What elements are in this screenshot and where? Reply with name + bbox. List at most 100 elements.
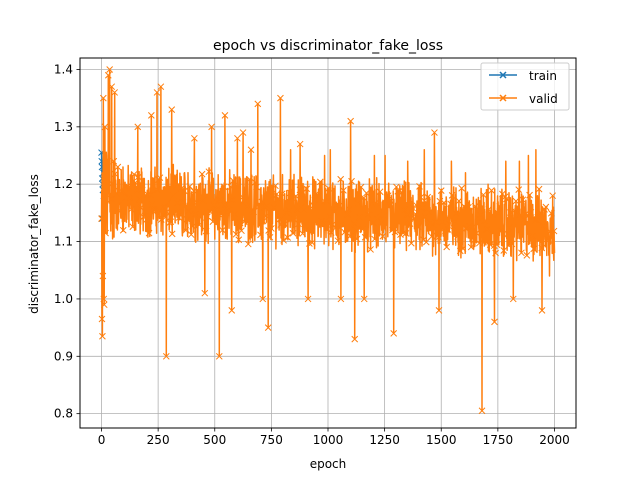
valid-point [168, 106, 176, 113]
valid-point [136, 196, 143, 203]
valid-point [496, 203, 504, 210]
valid-point [157, 83, 165, 91]
valid-point [220, 183, 228, 191]
valid-point [321, 197, 328, 205]
valid-point [148, 201, 156, 209]
x-axis-label: epoch [310, 457, 347, 471]
valid-point [219, 226, 226, 234]
valid-point [545, 236, 552, 244]
valid-point [376, 188, 384, 196]
valid-point [409, 204, 417, 212]
valid-point [301, 199, 309, 207]
valid-point [273, 190, 281, 198]
valid-point [539, 222, 547, 230]
valid-point [99, 332, 106, 340]
valid-point [296, 140, 304, 148]
valid-point [504, 230, 512, 238]
valid-point [99, 94, 107, 102]
valid-point [307, 227, 315, 234]
valid-point [236, 219, 244, 227]
valid-point [330, 208, 338, 216]
valid-point [171, 182, 179, 190]
valid-point [315, 192, 323, 200]
valid-point [132, 179, 139, 186]
valid-point [413, 202, 421, 210]
valid-point [347, 117, 355, 125]
valid-point [488, 187, 495, 194]
y-tick-label: 1.0 [54, 292, 73, 306]
valid-point [360, 295, 368, 303]
valid-point [360, 194, 368, 202]
valid-point [507, 209, 514, 216]
valid-point [304, 295, 312, 303]
valid-point [191, 210, 199, 218]
x-tick-label: 1750 [483, 433, 514, 447]
valid-point [99, 272, 107, 280]
x-tick-label: 1000 [313, 433, 344, 447]
valid-point [350, 220, 358, 228]
valid-point [167, 218, 175, 226]
valid-point [114, 163, 122, 171]
valid-point [129, 223, 137, 231]
valid-point [331, 224, 339, 232]
valid-point [263, 202, 271, 209]
valid-point [183, 215, 191, 223]
valid-point [101, 123, 109, 131]
valid-point [258, 198, 266, 206]
valid-point [473, 229, 480, 237]
valid-point [410, 214, 418, 222]
valid-point [190, 187, 198, 195]
valid-point [138, 186, 146, 194]
valid-point [270, 204, 278, 212]
valid-point [280, 236, 287, 244]
valid-point [243, 202, 251, 210]
valid-point [98, 315, 106, 323]
valid-point [201, 289, 209, 297]
valid-point [325, 184, 332, 192]
valid-point [515, 186, 523, 193]
valid-point [348, 177, 355, 185]
valid-point [550, 227, 558, 235]
valid-point [340, 187, 347, 194]
valid-point [538, 244, 546, 252]
valid-point [172, 208, 180, 216]
valid-point [526, 191, 533, 199]
valid-point [412, 210, 419, 218]
x-tick-label: 250 [147, 433, 170, 447]
valid-point [228, 196, 236, 204]
valid-point [103, 177, 111, 185]
valid-point [505, 224, 513, 231]
valid-point [547, 209, 555, 217]
valid-point [382, 199, 389, 207]
valid-point [215, 210, 222, 218]
valid-point [272, 182, 279, 190]
valid-point [250, 208, 258, 216]
valid-point [424, 193, 432, 201]
legend-train-marker [499, 71, 507, 79]
valid-point [153, 89, 161, 96]
valid-point [274, 195, 282, 203]
valid-point [380, 212, 388, 219]
valid-point [492, 249, 499, 257]
y-tick-label: 0.9 [54, 349, 73, 363]
valid-point [98, 215, 105, 222]
valid-point [523, 252, 531, 259]
valid-point [281, 220, 289, 228]
valid-point [254, 100, 262, 108]
valid-point [209, 218, 217, 225]
valid-point [111, 170, 119, 178]
valid-point [519, 196, 527, 204]
valid-point [246, 176, 253, 183]
y-tick-label: 1.1 [54, 235, 73, 249]
valid-point [497, 227, 505, 235]
valid-point [269, 192, 277, 200]
valid-point [191, 134, 198, 142]
valid-point [266, 233, 274, 241]
valid-point [107, 195, 115, 203]
valid-point [447, 200, 455, 208]
valid-point [463, 224, 471, 232]
valid-point [300, 206, 308, 214]
valid-point [459, 245, 467, 252]
valid-point [356, 213, 364, 221]
